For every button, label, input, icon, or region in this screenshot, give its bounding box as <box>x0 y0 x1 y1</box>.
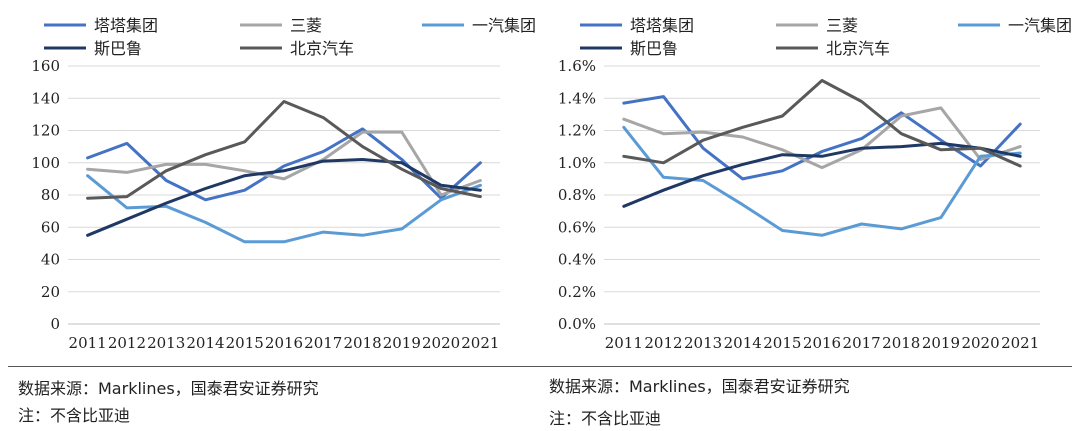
y-tick-label: 0.6% <box>558 218 596 236</box>
x-tick-label: 2011 <box>69 334 107 352</box>
y-tick-label: 100 <box>31 154 60 172</box>
x-tick-label: 2020 <box>422 334 460 352</box>
legend-label: 一汽集团 <box>1008 16 1072 35</box>
legend-label: 塔塔集团 <box>630 16 694 35</box>
y-tick-label: 0.2% <box>558 283 596 301</box>
legend-label: 斯巴鲁 <box>630 39 678 58</box>
series-line-4 <box>86 158 482 237</box>
x-tick-label: 2018 <box>882 334 920 352</box>
x-tick-label: 2021 <box>1001 334 1039 352</box>
series-line-3 <box>86 174 482 244</box>
series-line-4 <box>622 141 1022 208</box>
y-tick-label: 120 <box>31 122 60 140</box>
y-tick-label: 1.0% <box>558 154 596 172</box>
legend-label: 三菱 <box>826 16 858 35</box>
left-source-note: 数据来源：Marklines，国泰君安证券研究 <box>18 379 319 398</box>
right-exclusion-note: 注：不含比亚迪 <box>549 409 662 428</box>
x-tick-label: 2019 <box>922 334 960 352</box>
y-tick-label: 1.4% <box>558 89 596 107</box>
x-tick-label: 2015 <box>763 334 801 352</box>
x-tick-label: 2017 <box>843 334 881 352</box>
y-tick-label: 60 <box>41 218 60 236</box>
x-tick-label: 2020 <box>961 334 999 352</box>
x-tick-label: 2012 <box>644 334 682 352</box>
legend-label: 塔塔集团 <box>94 16 158 35</box>
x-tick-label: 2019 <box>383 334 421 352</box>
x-tick-label: 2015 <box>226 334 264 352</box>
legend-label: 北京汽车 <box>826 39 890 58</box>
y-tick-label: 160 <box>31 57 60 75</box>
series-line-2 <box>86 130 482 197</box>
y-tick-label: 0.8% <box>558 186 596 204</box>
x-tick-label: 2013 <box>147 334 185 352</box>
x-tick-label: 2016 <box>803 334 841 352</box>
y-tick-label: 140 <box>31 89 60 107</box>
source-divider <box>8 366 1072 367</box>
y-tick-label: 80 <box>41 186 60 204</box>
y-tick-label: 0.4% <box>558 251 596 269</box>
right-source-note: 数据来源：Marklines，国泰君安证券研究 <box>549 377 850 396</box>
left-exclusion-note: 注：不含比亚迪 <box>18 406 131 425</box>
legend-label: 北京汽车 <box>290 39 354 58</box>
x-tick-label: 2014 <box>724 334 762 352</box>
series-line-3 <box>622 125 1022 237</box>
y-tick-label: 1.6% <box>558 57 596 75</box>
legend-label: 斯巴鲁 <box>94 39 142 58</box>
x-tick-label: 2014 <box>186 334 224 352</box>
legend-label: 三菱 <box>290 16 322 35</box>
y-tick-label: 0 <box>50 315 60 333</box>
right-chart: 0.0% 0.2% 0.4% 0.6% 0.8% 1.0% 1.2% 1.4% 1.6% 2011… <box>558 16 1072 352</box>
x-tick-label: 2021 <box>461 334 499 352</box>
y-tick-label: 1.2% <box>558 122 596 140</box>
x-tick-label: 2018 <box>343 334 381 352</box>
y-tick-label: 20 <box>41 283 60 301</box>
series-line-2 <box>622 106 1022 170</box>
y-tick-label: 40 <box>41 251 60 269</box>
x-tick-label: 2012 <box>108 334 146 352</box>
x-tick-label: 2011 <box>605 334 643 352</box>
series-line-5 <box>622 79 1022 168</box>
legend-label: 一汽集团 <box>472 16 536 35</box>
x-tick-label: 2016 <box>265 334 303 352</box>
x-tick-label: 2013 <box>684 334 722 352</box>
y-tick-label: 0.0% <box>558 315 596 333</box>
series-line-5 <box>86 100 482 200</box>
x-tick-label: 2017 <box>304 334 342 352</box>
